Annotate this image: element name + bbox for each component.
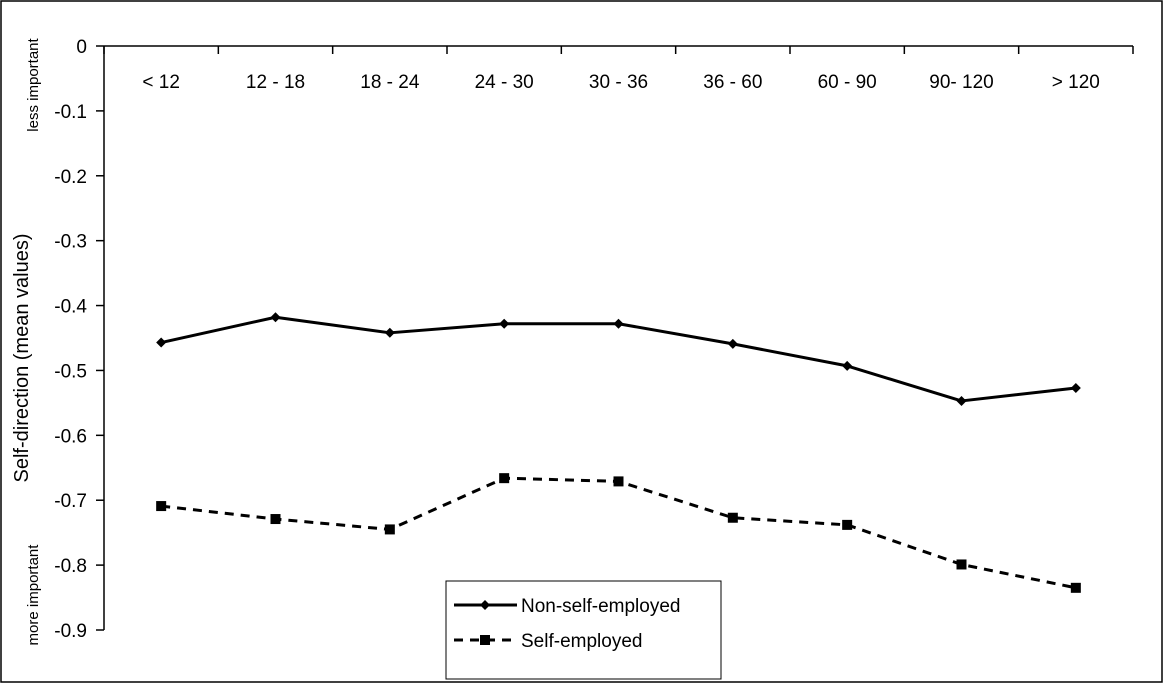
x-category-label: 18 - 24 [360,72,420,93]
y-tick-label: -0.3 [54,232,87,253]
y-tick-label: 0 [76,37,87,58]
x-category-label: 36 - 60 [703,72,762,93]
y-tick-label: -0.8 [54,556,87,577]
data-point [956,395,967,406]
legend-marker-self-employed [480,635,490,645]
x-category-label: 90- 120 [929,72,993,93]
data-point [384,524,395,535]
y-axis-label: Self-direction (mean values) [11,234,33,483]
legend-box [445,580,722,680]
data-point [270,312,281,323]
y-tick-label: -0.9 [54,621,87,642]
data-point [1070,582,1081,593]
y-tick-label: -0.1 [54,102,87,123]
y-tick-label: -0.7 [54,491,87,512]
legend-marker-non-self-employed [480,600,490,610]
y-axis-bottom-annotation: more important [25,544,42,646]
x-axis: < 12 12 - 18 18 - 24 24 - 30 30 - 36 36 - 60 6… [103,45,1134,93]
y-tick-label: -0.2 [54,167,87,188]
data-point [270,514,281,525]
data-point [156,337,167,348]
data-point [1070,382,1081,393]
legend-label-self-employed: Self-employed [521,631,642,652]
x-category-label: 60 - 90 [818,72,877,93]
data-point [842,519,853,530]
data-point [499,318,510,329]
data-point [842,360,853,371]
series-layer [156,312,1081,593]
data-point [384,327,395,338]
x-category-label: < 12 [142,72,180,93]
data-point [727,338,738,349]
y-axis: 0 -0.1 -0.2 -0.3 -0.4 -0.5 -0.6 -0.7 -0.8 -0.9 [54,37,105,642]
x-category-label: 30 - 36 [589,72,648,93]
y-axis-top-annotation: less important [25,37,42,131]
x-category-label: > 120 [1052,72,1100,93]
data-point [956,559,967,570]
data-point [499,473,510,484]
data-point [727,512,738,523]
data-point [613,476,624,487]
x-category-label: 12 - 18 [246,72,305,93]
data-point [613,318,624,329]
y-tick-label: -0.6 [54,426,87,447]
data-point [156,501,167,512]
x-category-label: 24 - 30 [475,72,534,93]
series-non-self-employed [156,312,1081,406]
legend: Non-self-employed Self-employed [445,580,722,680]
legend-label-non-self-employed: Non-self-employed [521,596,680,617]
y-tick-label: -0.4 [54,297,87,318]
series-self-employed [156,473,1081,593]
y-tick-label: -0.5 [54,361,87,382]
